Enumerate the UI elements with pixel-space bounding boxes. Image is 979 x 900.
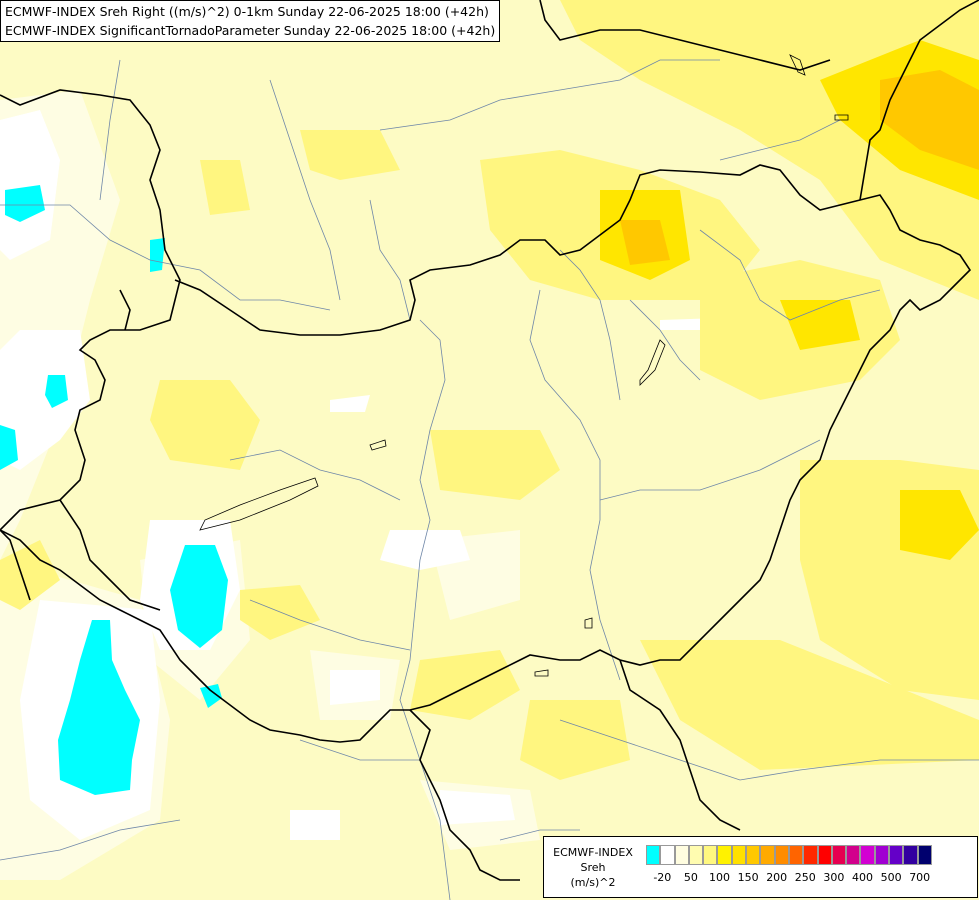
title-line-1: ECMWF-INDEX Sreh Right ((m/s)^2) 0-1km S… [5,4,489,19]
lakes [199,54,849,677]
legend-swatch-8 [760,845,775,865]
legend-tick-label: 300 [823,871,845,884]
legend-tick-label: 100 [709,871,730,884]
legend-swatch-15 [860,845,875,865]
legend-ticks: -20 50 100 150 200 250 300 400 500 700 [646,871,968,887]
legend-tick-label: 400 [852,871,873,884]
legend-swatch-4 [703,845,718,865]
legend-swatch-18 [903,845,918,865]
legend-color-bar [646,845,932,865]
legend-swatch-7 [746,845,761,865]
legend-swatch-12 [817,845,832,865]
legend-tick-label: 200 [766,871,788,884]
legend-label-line-2: Sreh [580,861,606,874]
legend-swatch-9 [774,845,789,865]
legend-swatch-17 [889,845,904,865]
color-legend: ECMWF-INDEX Sreh (m/s)^2 -20 50 100 150 200 2… [543,836,978,898]
legend-swatch-2 [674,845,689,865]
legend-swatch-5 [717,845,732,865]
legend-swatch-10 [788,845,804,865]
legend-swatch-19 [917,845,932,865]
legend-tick-label: 150 [737,871,759,884]
map-title-box: ECMWF-INDEX Sreh Right ((m/s)^2) 0-1km S… [0,0,501,42]
legend-label-line-1: ECMWF-INDEX [553,846,633,859]
legend-label-line-3: (m/s)^2 [570,876,616,889]
legend-tick-label: 700 [909,871,931,884]
legend-tick-label: 50 [683,871,698,884]
legend-swatch-13 [831,845,847,865]
title-line-2: ECMWF-INDEX SignificantTornadoParameter … [5,23,496,38]
legend-swatch-0 [646,845,661,865]
legend-tick-label: -20 [653,871,672,884]
legend-tick-label: 500 [880,871,902,884]
field-negative [0,185,228,795]
legend-swatch-16 [874,845,890,865]
legend-swatch-6 [731,845,747,865]
country-borders [0,0,979,881]
legend-swatch-3 [688,845,704,865]
field-orange [620,70,979,265]
rivers [0,59,979,900]
legend-swatch-1 [660,845,675,865]
legend-label: ECMWF-INDEX Sreh (m/s)^2 [548,845,638,890]
legend-swatch-14 [846,845,861,865]
legend-tick-label: 250 [794,871,816,884]
legend-swatch-11 [803,845,818,865]
